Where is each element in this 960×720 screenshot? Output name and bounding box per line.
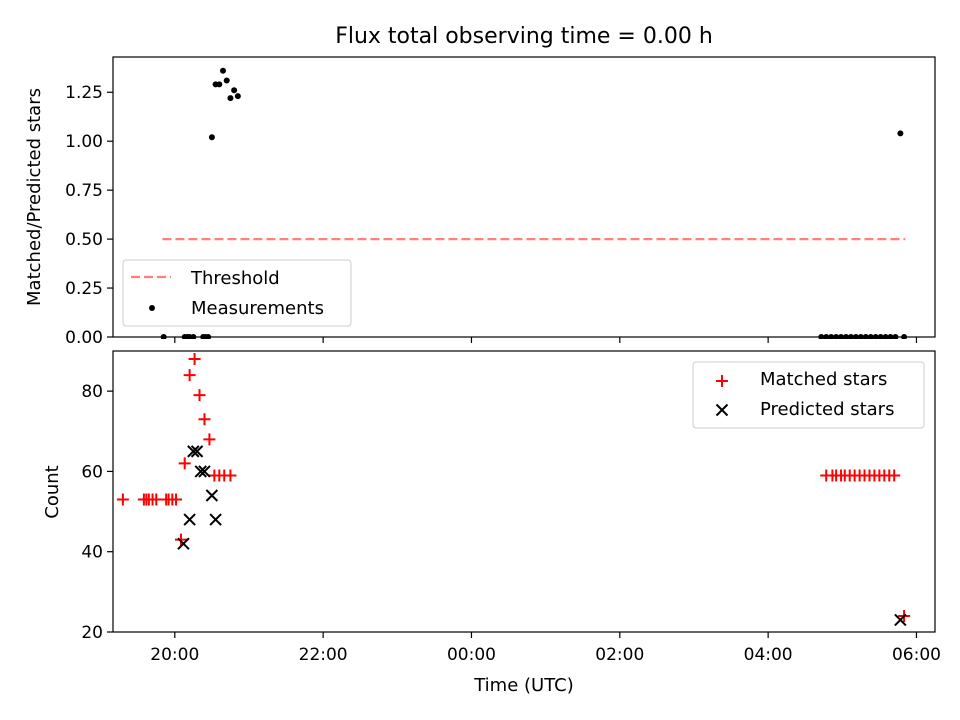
predicted-star-point	[190, 445, 204, 458]
y-tick-label: 20	[81, 623, 103, 643]
y-tick-label: 1.00	[65, 132, 103, 152]
top-y-axis-label: Matched/Predicted stars	[24, 88, 45, 306]
x-tick-label: 22:00	[299, 645, 348, 665]
legend-matched-label: Matched stars	[760, 369, 887, 390]
predicted-star-point	[177, 537, 190, 550]
predicted-star-point	[183, 513, 196, 526]
matched-star-point	[183, 369, 196, 382]
chart-title: Flux total observing time = 0.00 h	[335, 24, 713, 49]
matched-star-point	[224, 469, 237, 482]
measurement-point	[231, 87, 238, 94]
matched-star-point	[170, 493, 183, 506]
x-tick-label: 00:00	[447, 645, 496, 665]
axes-frame	[112, 350, 936, 633]
legend-measurement-label: Measurements	[191, 298, 324, 319]
measurement-point	[234, 93, 241, 100]
top-panel: 0.00 0.25 0.50 0.75 1.00 1.25 Threshold Measure…	[65, 56, 936, 348]
measurement-point	[227, 95, 234, 102]
predicted-star-point	[894, 613, 907, 627]
legend-box	[122, 259, 352, 327]
predicted-star-point	[187, 445, 200, 458]
legend-measurement-swatch	[149, 305, 155, 311]
measurement-point	[216, 81, 223, 88]
matched-star-point	[174, 533, 187, 546]
y-tick-label: 80	[81, 382, 103, 402]
measurement-point	[223, 77, 230, 84]
predicted-star-point	[194, 465, 207, 478]
x-tick-label: 04:00	[744, 645, 793, 665]
matched-star-point	[198, 413, 211, 426]
x-tick-label: 20:00	[150, 645, 199, 665]
matched-star-point	[193, 389, 206, 402]
y-tick-label: 0.75	[65, 181, 103, 201]
y-tick-label: 0.50	[65, 230, 103, 250]
plot-area	[160, 67, 908, 339]
matched-star-point	[888, 469, 901, 482]
y-tick-label: 0.25	[65, 279, 103, 299]
x-tick-label: 06:00	[892, 645, 941, 665]
y-tick-label: 60	[81, 462, 103, 482]
matched-star-point	[178, 457, 191, 470]
legend-box	[692, 361, 925, 429]
measurement-point	[897, 130, 904, 137]
predicted-star-point	[209, 513, 222, 526]
measurement-point	[220, 67, 227, 74]
legend-predicted-swatch	[715, 403, 729, 417]
measurement-point	[208, 134, 215, 141]
matched-star-point	[116, 493, 129, 506]
x-tick-label: 02:00	[595, 645, 644, 665]
legend-matched-swatch	[716, 375, 728, 387]
plot-area	[116, 353, 911, 627]
matched-star-point	[203, 433, 216, 446]
bottom-panel: 20 40 60 80 20:00 22:00 00:00 02:00 04:00 06:00 Ma…	[81, 350, 941, 665]
bottom-y-axis-label: Count	[42, 465, 63, 518]
axes-frame	[112, 56, 936, 338]
y-tick-label: 40	[81, 543, 103, 563]
y-tick-label: 1.25	[65, 83, 103, 103]
y-tick-label: 0.00	[65, 328, 103, 348]
matched-star-point	[188, 353, 201, 366]
predicted-star-point	[198, 465, 211, 478]
legend-threshold-label: Threshold	[190, 268, 280, 289]
predicted-star-point	[205, 489, 219, 502]
x-axis-label: Time (UTC)	[473, 675, 574, 696]
legend-predicted-label: Predicted stars	[760, 399, 894, 420]
